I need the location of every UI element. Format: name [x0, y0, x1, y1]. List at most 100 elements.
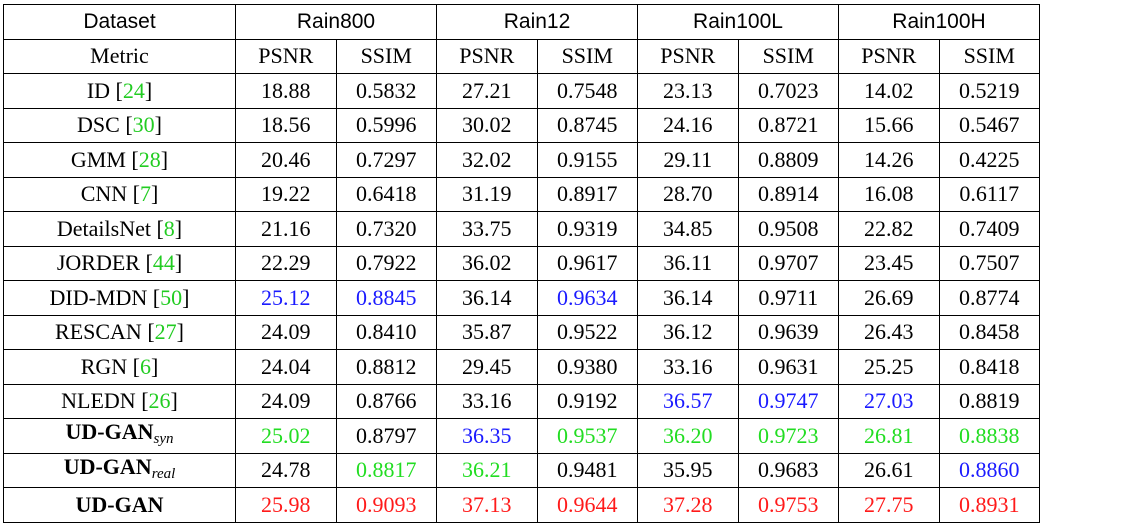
method-cell: RESCAN [27]	[3, 314, 236, 350]
value-cell: 0.8838	[938, 418, 1040, 454]
value-cell: 27.03	[838, 383, 940, 419]
method-name: NLEDN	[61, 388, 136, 414]
value-cell: 0.9481	[536, 452, 638, 488]
value-cell: 18.56	[235, 107, 337, 143]
method-cell: GMM [28]	[3, 142, 236, 178]
dataset-header-label: Dataset	[3, 4, 236, 40]
table-row: DSC [30] 18.56 0.5996 30.02 0.8745 24.16 0.872…	[3, 107, 1040, 143]
metric-header-cell: SSIM	[335, 38, 437, 74]
metric-header-cell: PSNR	[436, 38, 538, 74]
results-table: Dataset Rain800 Rain12 Rain100L Rain100H…	[3, 4, 1040, 523]
citation-link[interactable]: 28	[138, 146, 161, 172]
value-cell: 0.5832	[335, 73, 437, 109]
value-cell: 0.9711	[737, 280, 839, 316]
value-cell: 0.9644	[536, 487, 638, 523]
value-cell: 24.78	[235, 452, 337, 488]
citation-link[interactable]: 30	[132, 112, 155, 138]
citation-link[interactable]: 6	[139, 353, 151, 379]
value-cell: 14.26	[838, 142, 940, 178]
value-cell: 29.45	[436, 349, 538, 385]
value-cell: 34.85	[637, 211, 739, 247]
value-cell: 25.12	[235, 280, 337, 316]
value-cell: 0.8418	[938, 349, 1040, 385]
value-cell: 0.7023	[737, 73, 839, 109]
method-cell: DetailsNet [8]	[3, 211, 236, 247]
method-cell: RGN [6]	[3, 349, 236, 385]
citation-link[interactable]: 27	[154, 319, 177, 345]
method-name: CNN	[80, 181, 128, 207]
citation-link[interactable]: 26	[148, 388, 171, 414]
method-cell: DID-MDN [50]	[3, 280, 236, 316]
citation-link[interactable]: 44	[152, 250, 175, 276]
value-cell: 27.75	[838, 487, 940, 523]
value-cell: 0.9707	[737, 245, 839, 281]
method-cell: JORDER [44]	[3, 245, 236, 281]
table-row: UD-GANreal 24.78 0.8817 36.21 0.9481 35.95 0.9…	[3, 452, 1040, 488]
value-cell: 0.5219	[938, 73, 1040, 109]
method-name: DetailsNet	[56, 215, 151, 241]
citation-link[interactable]: 7	[139, 181, 151, 207]
value-cell: 0.8766	[335, 383, 437, 419]
value-cell: 25.02	[235, 418, 337, 454]
method-subscript: syn	[153, 431, 174, 448]
value-cell: 22.82	[838, 211, 940, 247]
value-cell: 0.8917	[536, 176, 638, 212]
citation-link[interactable]: 24	[122, 77, 145, 103]
value-cell: 0.8410	[335, 314, 437, 350]
method-cell: UD-GANreal	[3, 452, 236, 488]
value-cell: 36.14	[637, 280, 739, 316]
value-cell: 0.8458	[938, 314, 1040, 350]
dataset-header-rain12: Rain12	[436, 4, 638, 40]
value-cell: 32.02	[436, 142, 538, 178]
metric-header-cell: PSNR	[235, 38, 337, 74]
value-cell: 23.13	[637, 73, 739, 109]
value-cell: 0.9192	[536, 383, 638, 419]
results-table-body: Dataset Rain800 Rain12 Rain100L Rain100H…	[3, 4, 1040, 523]
value-cell: 36.12	[637, 314, 739, 350]
method-name: JORDER	[56, 250, 140, 276]
dataset-header-rain800: Rain800	[235, 4, 437, 40]
value-cell: 16.08	[838, 176, 940, 212]
table-row: ID [24] 18.88 0.5832 27.21 0.7548 23.13 0.7023…	[3, 73, 1040, 109]
value-cell: 0.6117	[938, 176, 1040, 212]
method-subscript: real	[151, 465, 176, 482]
method-name: GMM	[70, 146, 126, 172]
method-cell: NLEDN [26]	[3, 383, 236, 419]
value-cell: 35.87	[436, 314, 538, 350]
value-cell: 28.70	[637, 176, 739, 212]
value-cell: 36.14	[436, 280, 538, 316]
metric-header-cell: SSIM	[536, 38, 638, 74]
table-row: DetailsNet [8] 21.16 0.7320 33.75 0.9319 34.8…	[3, 211, 1040, 247]
table-row: RGN [6] 24.04 0.8812 29.45 0.9380 33.16 0.9631…	[3, 349, 1040, 385]
value-cell: 0.4225	[938, 142, 1040, 178]
value-cell: 0.9631	[737, 349, 839, 385]
value-cell: 0.8809	[737, 142, 839, 178]
value-cell: 18.88	[235, 73, 337, 109]
citation-link[interactable]: 50	[160, 284, 183, 310]
value-cell: 0.9093	[335, 487, 437, 523]
method-name: UD-GAN	[75, 491, 164, 517]
value-cell: 0.9683	[737, 452, 839, 488]
value-cell: 0.8745	[536, 107, 638, 143]
value-cell: 0.8774	[938, 280, 1040, 316]
value-cell: 0.8819	[938, 383, 1040, 419]
dataset-header-rain100h: Rain100H	[838, 4, 1040, 40]
value-cell: 33.16	[637, 349, 739, 385]
method-cell: UD-GANsyn	[3, 418, 236, 454]
value-cell: 0.9753	[737, 487, 839, 523]
value-cell: 27.21	[436, 73, 538, 109]
method-name: DID-MDN	[49, 284, 148, 310]
value-cell: 15.66	[838, 107, 940, 143]
citation-link[interactable]: 8	[163, 215, 175, 241]
metric-header-label: Metric	[3, 38, 236, 74]
value-cell: 36.20	[637, 418, 739, 454]
value-cell: 0.8914	[737, 176, 839, 212]
table-row: UD-GAN 25.98 0.9093 37.13 0.9644 37.28 0.9753 2…	[3, 487, 1040, 523]
value-cell: 35.95	[637, 452, 739, 488]
dataset-header-row: Dataset Rain800 Rain12 Rain100L Rain100H	[3, 4, 1040, 40]
value-cell: 0.9747	[737, 383, 839, 419]
value-cell: 31.19	[436, 176, 538, 212]
value-cell: 33.75	[436, 211, 538, 247]
dataset-header-rain100l: Rain100L	[637, 4, 839, 40]
value-cell: 0.9319	[536, 211, 638, 247]
